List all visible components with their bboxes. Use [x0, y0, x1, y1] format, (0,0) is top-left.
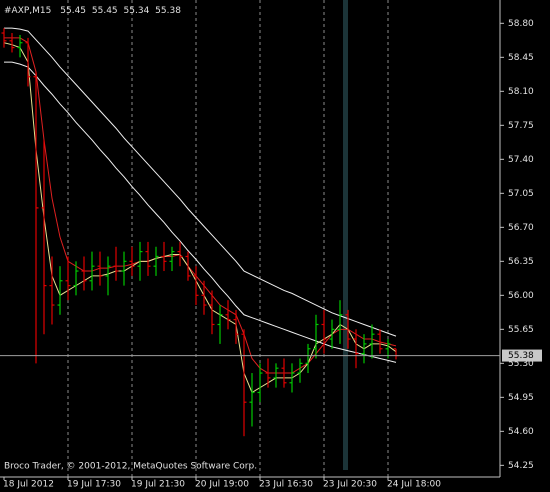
y-tick-label: 58.45 — [508, 53, 534, 63]
y-tick-label: 57.75 — [508, 121, 534, 131]
y-tick-label: 55.30 — [508, 359, 534, 369]
indicator-line — [4, 27, 397, 337]
header: #AXP,M15 55.45 55.45 55.34 55.38 — [4, 6, 181, 16]
y-tick-label: 55.65 — [508, 325, 534, 335]
y-tick-label: 54.60 — [508, 427, 534, 437]
y-tick-label: 57.05 — [508, 189, 534, 199]
y-tick-label: 56.00 — [508, 291, 534, 301]
indicator-line — [3, 42, 397, 394]
current-price-label: 55.38 — [508, 351, 534, 361]
footer: Broco Trader, © 2001-2012, MetaQuotes So… — [4, 462, 257, 472]
y-tick-label: 56.70 — [508, 223, 534, 233]
current-price-box — [502, 349, 542, 362]
indicator-line — [4, 61, 397, 363]
y-tick-label: 58.80 — [508, 19, 534, 29]
y-tick-label: 54.25 — [508, 461, 534, 471]
last-high: 55.45 — [92, 6, 118, 16]
x-tick-label: 24 Jul 18:00 — [387, 480, 441, 490]
x-tick-label: 23 Jul 20:30 — [323, 480, 377, 490]
y-tick-label: 56.35 — [508, 257, 534, 267]
last-close: 55.38 — [155, 6, 181, 16]
indicator-line — [4, 37, 397, 374]
last-low: 55.34 — [124, 6, 150, 16]
x-tick-label: 23 Jul 16:30 — [259, 480, 313, 490]
y-tick-label: 54.95 — [508, 393, 534, 403]
period-highlight — [343, 0, 348, 470]
symbol: #AXP,M15 — [4, 6, 51, 16]
x-tick-label: 20 Jul 19:00 — [195, 480, 249, 490]
x-tick-label: 18 Jul 2012 — [3, 480, 54, 490]
x-tick-label: 19 Jul 21:30 — [131, 480, 185, 490]
last-open: 55.45 — [60, 6, 86, 16]
y-tick-label: 57.40 — [508, 155, 534, 165]
y-tick-label: 58.10 — [508, 87, 534, 97]
marks — [1, 27, 399, 437]
x-tick-label: 19 Jul 17:30 — [67, 480, 121, 490]
